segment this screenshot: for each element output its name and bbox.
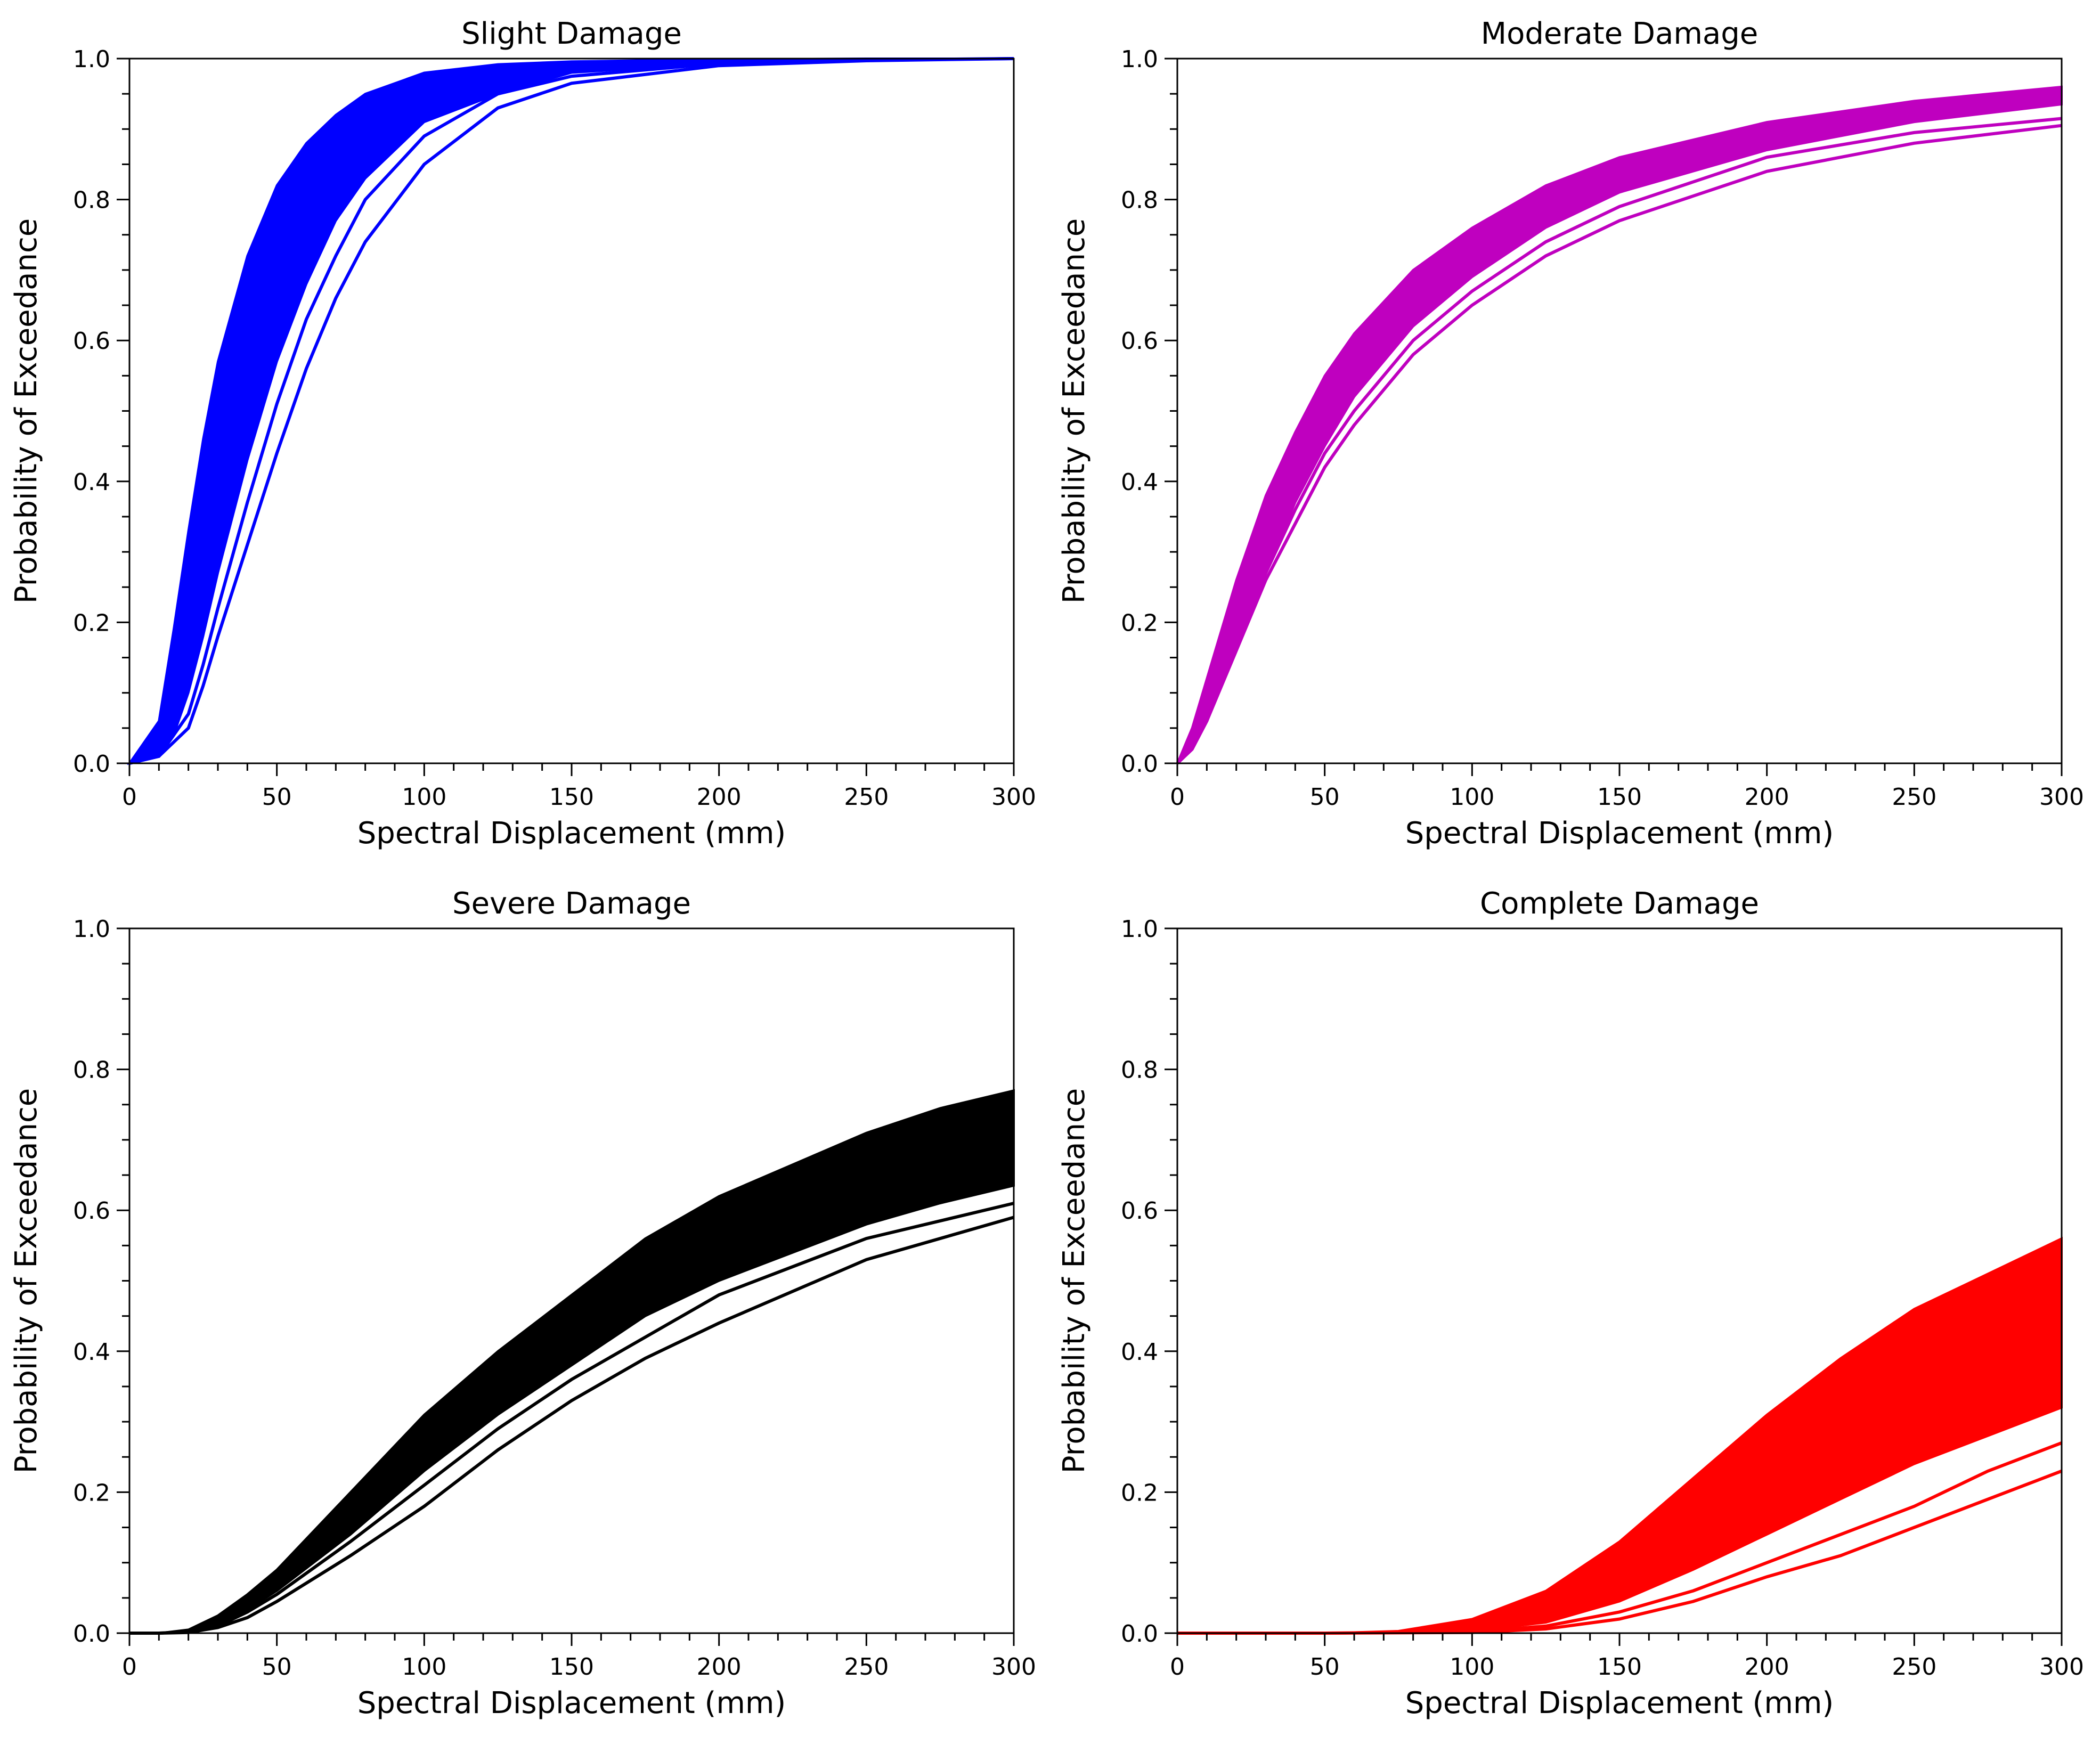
x-tick-label: 0 — [1170, 1653, 1185, 1681]
complete-damage-chart: Complete Damage 0 50 100 150 200 250 300 0.0 0.2… — [1057, 886, 2084, 1720]
series-line-1 — [1177, 1441, 2063, 1635]
y-tick-label: 0.8 — [73, 1057, 110, 1084]
y-tick-label: 0.4 — [1121, 1339, 1158, 1366]
y-tick-label: 0.2 — [73, 1479, 110, 1506]
x-tick-label: 200 — [697, 1653, 742, 1681]
slight-damage-chart: Slight Damage 0 50 100 150 200 250 300 0.0 0.2 0.… — [9, 17, 1036, 851]
plot-frame — [1176, 927, 2063, 1634]
x-tick-label: 300 — [991, 784, 1036, 811]
x-tick-label: 250 — [1892, 1653, 1936, 1681]
x-tick-label: 100 — [402, 1653, 446, 1681]
moderate-damage-chart: Moderate Damage 0 50 100 150 200 250 300 0.0 0.2… — [1057, 17, 2084, 851]
x-tick-label: 250 — [844, 784, 889, 811]
y-axis-label: Probability of Exceedance — [1057, 218, 1092, 604]
x-tick-label: 250 — [1892, 784, 1936, 811]
y-tick-label: 0.0 — [1121, 751, 1158, 778]
series-line-1 — [129, 57, 1014, 765]
x-tick-label: 200 — [1745, 1653, 1789, 1681]
y-tick-label: 0.2 — [73, 609, 110, 637]
y-tick-label: 0.8 — [1121, 187, 1158, 214]
severe-damage-chart: Severe Damage 0 50 100 150 200 250 300 0.0 0.2 0.… — [9, 886, 1036, 1720]
y-axis-label: Probability of Exceedance — [9, 218, 44, 604]
y-tick-label: 1.0 — [1121, 46, 1158, 73]
y-tick-label: 0.4 — [1121, 469, 1158, 496]
x-tick-label: 150 — [1597, 1653, 1642, 1681]
y-tick-label: 0.0 — [73, 1620, 110, 1648]
x-tick-label: 50 — [1310, 1653, 1340, 1681]
x-tick-label: 150 — [549, 1653, 594, 1681]
x-tick-label: 100 — [1450, 1653, 1494, 1681]
y-tick-label: 0.4 — [73, 469, 110, 496]
x-axis-label: Spectral Displacement (mm) — [1405, 816, 1834, 851]
y-tick-label: 1.0 — [73, 46, 110, 73]
x-tick-label: 50 — [262, 784, 292, 811]
x-tick-label: 200 — [697, 784, 742, 811]
x-tick-label: 200 — [1745, 784, 1789, 811]
x-axis-label: Spectral Displacement (mm) — [1405, 1686, 1834, 1720]
y-tick-label: 0.6 — [73, 328, 110, 355]
chart-title: Moderate Damage — [1481, 17, 1758, 51]
x-tick-label: 50 — [262, 1653, 292, 1681]
x-tick-label: 300 — [991, 1653, 1036, 1681]
series-line-2 — [1176, 124, 2062, 765]
plot-frame — [128, 927, 1015, 1634]
chart-title: Slight Damage — [461, 17, 682, 51]
x-tick-label: 150 — [1597, 784, 1642, 811]
x-tick-label: 100 — [402, 784, 446, 811]
y-axis-label: Probability of Exceedance — [1057, 1088, 1092, 1473]
y-tick-label: 0.8 — [73, 187, 110, 214]
x-tick-label: 0 — [1170, 784, 1185, 811]
x-tick-label: 100 — [1450, 784, 1494, 811]
y-tick-label: 0.6 — [1121, 1197, 1158, 1225]
y-tick-label: 1.0 — [73, 916, 110, 943]
x-tick-label: 50 — [1310, 784, 1340, 811]
curve-band — [129, 1089, 1015, 1634]
x-tick-label: 300 — [2039, 1653, 2084, 1681]
x-axis-label: Spectral Displacement (mm) — [357, 816, 786, 851]
curve-band — [1176, 85, 2063, 764]
curve-band — [127, 58, 1014, 765]
x-tick-label: 300 — [2039, 784, 2084, 811]
x-tick-label: 150 — [549, 784, 594, 811]
y-tick-label: 0.2 — [1121, 609, 1158, 637]
y-tick-label: 0.2 — [1121, 1479, 1158, 1506]
x-tick-label: 250 — [844, 1653, 889, 1681]
y-tick-label: 0.0 — [73, 751, 110, 778]
series-line-2 — [129, 57, 1014, 765]
series-line-1 — [129, 1202, 1014, 1635]
x-tick-label: 0 — [122, 784, 137, 811]
series-line-2 — [129, 1216, 1014, 1635]
y-tick-label: 0.0 — [1121, 1620, 1158, 1648]
curve-band — [1177, 1236, 2063, 1634]
y-tick-label: 0.6 — [73, 1197, 110, 1225]
chart-title: Severe Damage — [452, 886, 691, 921]
y-axis-label: Probability of Exceedance — [9, 1088, 44, 1473]
x-tick-label: 0 — [122, 1653, 137, 1681]
y-tick-label: 0.4 — [73, 1339, 110, 1366]
x-axis-label: Spectral Displacement (mm) — [357, 1686, 786, 1720]
y-tick-label: 0.8 — [1121, 1057, 1158, 1084]
y-tick-label: 1.0 — [1121, 916, 1158, 943]
chart-title: Complete Damage — [1480, 886, 1759, 921]
y-tick-label: 0.6 — [1121, 328, 1158, 355]
